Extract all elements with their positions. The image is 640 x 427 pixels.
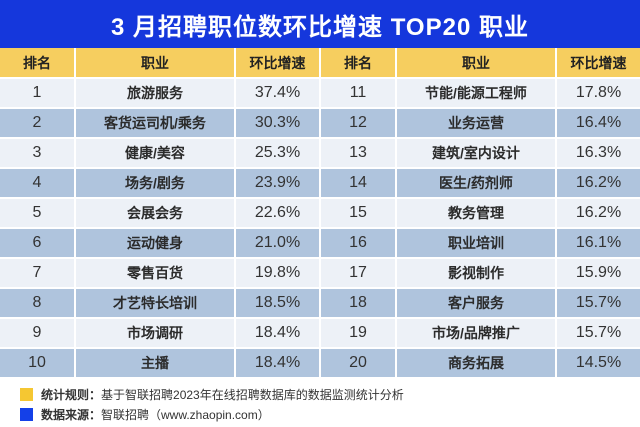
page-title: 3 月招聘职位数环比增速 TOP20 职业 xyxy=(111,13,529,41)
row-11-rank: 11 xyxy=(321,79,395,107)
row-7-rank: 7 xyxy=(0,259,74,287)
row-12-occupation: 业务运营 xyxy=(397,109,555,137)
stat-rule-text: 基于智联招聘2023年在线招聘数据库的数据监测统计分析 xyxy=(101,388,404,402)
row-6-growth: 21.0% xyxy=(236,229,319,257)
row-19-rank: 19 xyxy=(321,319,395,347)
stat-rule-line: 统计规则： 基于智联招聘2023年在线招聘数据库的数据监测统计分析 xyxy=(20,386,640,403)
row-10-occupation: 主播 xyxy=(76,349,234,377)
row-11-occupation: 节能/能源工程师 xyxy=(397,79,555,107)
row-9-occupation: 市场调研 xyxy=(76,319,234,347)
row-3-rank: 3 xyxy=(0,139,74,167)
ranking-tables: 排名 职业 环比增速 1 旅游服务 37.4% 2 客货运司机/乘务 30.3% 3 健康/美… xyxy=(0,48,640,377)
column-header-occupation-right: 职业 xyxy=(397,48,555,77)
row-2-occupation: 客货运司机/乘务 xyxy=(76,109,234,137)
title-bar: 3 月招聘职位数环比增速 TOP20 职业 xyxy=(0,0,640,48)
stat-rule-label: 统计规则： xyxy=(41,388,102,402)
row-11-growth: 17.8% xyxy=(557,79,640,107)
row-20-rank: 20 xyxy=(321,349,395,377)
row-13-occupation: 建筑/室内设计 xyxy=(397,139,555,167)
row-12-growth: 16.4% xyxy=(557,109,640,137)
blue-legend-swatch xyxy=(20,408,33,421)
row-2-growth: 30.3% xyxy=(236,109,319,137)
row-15-growth: 16.2% xyxy=(557,199,640,227)
row-16-rank: 16 xyxy=(321,229,395,257)
data-source-text: 智联招聘（www.zhaopin.com） xyxy=(101,408,270,422)
row-3-occupation: 健康/美容 xyxy=(76,139,234,167)
data-source-label: 数据来源： xyxy=(41,408,102,422)
row-7-occupation: 零售百货 xyxy=(76,259,234,287)
row-16-occupation: 职业培训 xyxy=(397,229,555,257)
row-14-rank: 14 xyxy=(321,169,395,197)
row-18-growth: 15.7% xyxy=(557,289,640,317)
row-14-occupation: 医生/药剂师 xyxy=(397,169,555,197)
row-19-growth: 15.7% xyxy=(557,319,640,347)
row-9-growth: 18.4% xyxy=(236,319,319,347)
row-5-occupation: 会展会务 xyxy=(76,199,234,227)
column-header-rank-left: 排名 xyxy=(0,48,74,77)
row-20-growth: 14.5% xyxy=(557,349,640,377)
row-20-occupation: 商务拓展 xyxy=(397,349,555,377)
row-18-rank: 18 xyxy=(321,289,395,317)
column-header-rank-right: 排名 xyxy=(321,48,395,77)
row-19-occupation: 市场/品牌推广 xyxy=(397,319,555,347)
row-13-growth: 16.3% xyxy=(557,139,640,167)
yellow-legend-swatch xyxy=(20,388,33,401)
column-header-occupation-left: 职业 xyxy=(76,48,234,77)
ranking-table-left: 排名 职业 环比增速 1 旅游服务 37.4% 2 客货运司机/乘务 30.3% 3 健康/美… xyxy=(0,48,319,377)
row-12-rank: 12 xyxy=(321,109,395,137)
row-10-growth: 18.4% xyxy=(236,349,319,377)
row-13-rank: 13 xyxy=(321,139,395,167)
row-6-occupation: 运动健身 xyxy=(76,229,234,257)
data-source-line: 数据来源： 智联招聘（www.zhaopin.com） xyxy=(20,406,640,423)
column-header-growth-left: 环比增速 xyxy=(236,48,319,77)
row-17-rank: 17 xyxy=(321,259,395,287)
row-17-occupation: 影视制作 xyxy=(397,259,555,287)
row-1-growth: 37.4% xyxy=(236,79,319,107)
row-3-growth: 25.3% xyxy=(236,139,319,167)
row-8-rank: 8 xyxy=(0,289,74,317)
row-8-occupation: 才艺特长培训 xyxy=(76,289,234,317)
row-8-growth: 18.5% xyxy=(236,289,319,317)
footer-notes: 统计规则： 基于智联招聘2023年在线招聘数据库的数据监测统计分析 数据来源： … xyxy=(0,377,640,427)
row-14-growth: 16.2% xyxy=(557,169,640,197)
row-2-rank: 2 xyxy=(0,109,74,137)
column-header-growth-right: 环比增速 xyxy=(557,48,640,77)
row-17-growth: 15.9% xyxy=(557,259,640,287)
row-7-growth: 19.8% xyxy=(236,259,319,287)
row-4-growth: 23.9% xyxy=(236,169,319,197)
row-4-rank: 4 xyxy=(0,169,74,197)
row-5-growth: 22.6% xyxy=(236,199,319,227)
row-15-occupation: 教务管理 xyxy=(397,199,555,227)
row-6-rank: 6 xyxy=(0,229,74,257)
row-1-occupation: 旅游服务 xyxy=(76,79,234,107)
row-15-rank: 15 xyxy=(321,199,395,227)
row-1-rank: 1 xyxy=(0,79,74,107)
ranking-table-right: 排名 职业 环比增速 11 节能/能源工程师 17.8% 12 业务运营 16.4% 13 建… xyxy=(321,48,640,377)
row-16-growth: 16.1% xyxy=(557,229,640,257)
row-4-occupation: 场务/剧务 xyxy=(76,169,234,197)
row-5-rank: 5 xyxy=(0,199,74,227)
row-10-rank: 10 xyxy=(0,349,74,377)
row-9-rank: 9 xyxy=(0,319,74,347)
row-18-occupation: 客户服务 xyxy=(397,289,555,317)
